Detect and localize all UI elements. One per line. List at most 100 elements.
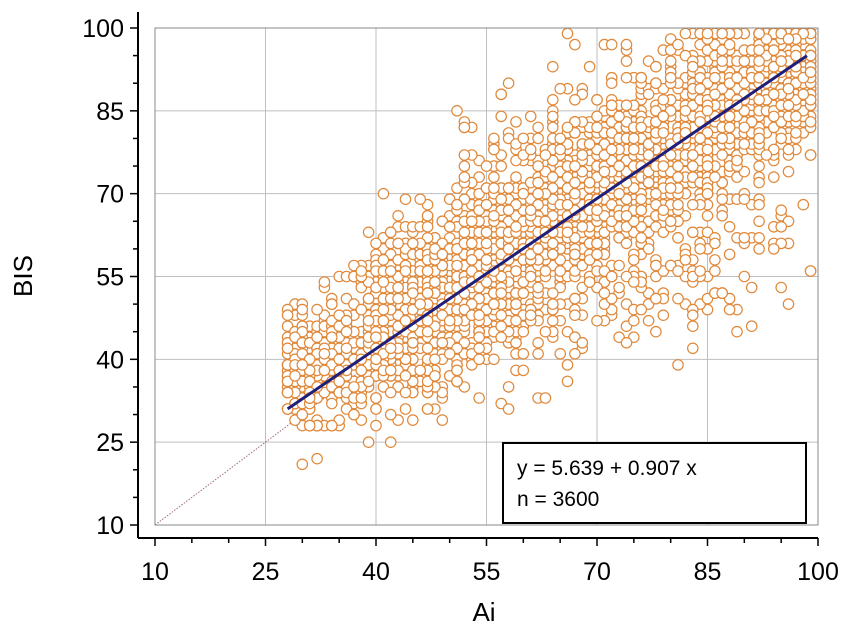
data-point: [473, 392, 485, 404]
data-point: [539, 265, 552, 277]
data-point: [627, 314, 640, 327]
data-point: [502, 403, 515, 415]
x-tick-label: 55: [473, 558, 501, 586]
data-point: [355, 303, 368, 316]
data-point: [782, 165, 795, 178]
data-point: [458, 171, 471, 183]
data-point: [613, 259, 625, 272]
data-point: [650, 187, 662, 200]
data-point: [414, 193, 426, 205]
y-tick-label: 70: [96, 181, 124, 209]
data-point: [318, 276, 331, 288]
data-point: [701, 160, 714, 172]
data-point: [738, 193, 751, 205]
data-point: [546, 248, 559, 261]
data-point: [738, 270, 751, 283]
data-point: [414, 364, 426, 377]
data-point: [465, 237, 478, 250]
data-point: [296, 458, 309, 471]
data-point: [569, 292, 581, 305]
data-point: [532, 243, 544, 255]
data-point: [480, 198, 493, 211]
data-point: [392, 281, 404, 294]
data-point: [694, 82, 706, 95]
data-point: [804, 265, 817, 277]
data-point: [495, 331, 507, 343]
data-point: [782, 33, 795, 45]
data-point: [554, 265, 566, 277]
data-point: [517, 187, 530, 200]
data-point: [731, 71, 743, 84]
data-point: [399, 193, 412, 205]
data-point: [370, 419, 382, 432]
data-point: [495, 88, 507, 101]
data-point: [488, 298, 500, 310]
data-point: [679, 254, 692, 266]
data-point: [517, 132, 530, 145]
data-point: [458, 226, 471, 239]
y-tick-label: 10: [96, 512, 124, 540]
data-point: [370, 403, 382, 415]
data-point: [384, 436, 397, 448]
data-point: [679, 105, 692, 117]
data-point: [495, 160, 507, 172]
data-point: [510, 221, 522, 233]
data-points: [281, 27, 817, 471]
data-point: [362, 375, 375, 388]
data-point: [281, 309, 294, 321]
data-point: [546, 60, 559, 73]
data-point: [370, 353, 382, 366]
data-point: [576, 149, 589, 161]
data-point: [701, 210, 714, 222]
data-point: [664, 215, 677, 228]
data-point: [709, 88, 721, 101]
data-point: [495, 287, 507, 299]
data-point: [664, 55, 677, 67]
data-point: [569, 160, 581, 172]
data-point: [488, 353, 500, 366]
data-point: [546, 110, 559, 123]
data-point: [613, 160, 625, 172]
data-point: [517, 364, 530, 377]
x-tick-label: 100: [797, 558, 839, 586]
data-point: [613, 187, 625, 200]
data-point: [443, 314, 456, 327]
data-point: [355, 364, 368, 377]
data-point: [569, 176, 581, 189]
data-point: [281, 342, 294, 355]
y-tick-label: 25: [96, 429, 124, 457]
data-point: [480, 160, 493, 172]
data-point: [554, 347, 566, 360]
data-point: [642, 88, 655, 101]
data-point: [311, 331, 323, 343]
data-point: [421, 221, 434, 233]
data-point: [591, 204, 603, 216]
data-point: [569, 94, 581, 106]
data-point: [458, 121, 471, 134]
data-point: [311, 303, 323, 316]
data-point: [782, 82, 795, 95]
data-point: [782, 99, 795, 112]
data-point: [723, 248, 736, 261]
data-point: [723, 38, 736, 51]
data-point: [546, 314, 559, 327]
data-point: [642, 314, 655, 327]
data-point: [767, 110, 780, 123]
data-point: [583, 176, 596, 189]
data-point: [701, 143, 714, 156]
data-point: [340, 314, 353, 327]
data-point: [495, 110, 507, 123]
data-point: [731, 325, 743, 338]
sample-size-label: n = 3600: [517, 488, 599, 511]
data-point: [406, 287, 419, 299]
data-point: [502, 381, 515, 393]
data-point: [686, 198, 699, 211]
data-point: [605, 143, 618, 156]
data-point: [642, 243, 655, 255]
data-point: [760, 149, 773, 161]
data-point: [546, 287, 559, 299]
data-point: [524, 110, 537, 123]
data-point: [642, 149, 655, 161]
data-point: [406, 414, 419, 426]
